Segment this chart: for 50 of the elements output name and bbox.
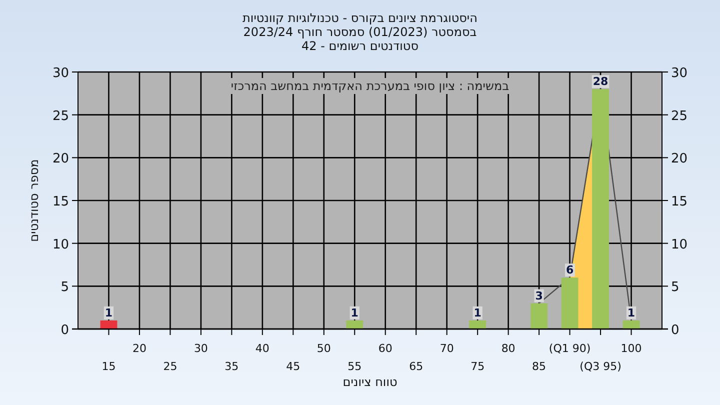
y2-tick-label: 10 xyxy=(671,237,688,252)
x-tick-label: 70 xyxy=(440,342,454,355)
bar xyxy=(530,303,548,329)
data-label: 1 xyxy=(627,306,636,320)
y-tick-label: 20 xyxy=(52,152,69,167)
y2-tick-label: 20 xyxy=(671,152,688,167)
x-tick-label: 35 xyxy=(224,360,239,373)
chart-title: היסטוגרמת ציונים בקורס - טכנולוגיות קוונטיות xyxy=(242,11,478,25)
x-tick-label: 85 xyxy=(532,360,546,373)
x-tick-label: 80 xyxy=(501,342,516,355)
y2-tick-label: 15 xyxy=(671,194,688,210)
x-tick-label: (Q3 95) xyxy=(580,360,622,373)
x-tick-label: 100 xyxy=(620,342,642,355)
y2-tick-label: 0 xyxy=(671,323,680,338)
data-label: 1 xyxy=(350,306,358,320)
x-tick-label: 30 xyxy=(194,342,208,355)
data-label: 1 xyxy=(104,306,113,320)
y2-tick-label: 25 xyxy=(671,108,688,124)
y2-tick-label: 30 xyxy=(671,66,688,81)
y-tick-label: 10 xyxy=(52,237,69,252)
bar xyxy=(346,320,364,329)
y-tick-label: 5 xyxy=(60,280,69,296)
x-tick-label: 55 xyxy=(348,360,362,373)
data-label: 6 xyxy=(566,264,574,277)
x-tick-label: (Q1 90) xyxy=(548,342,591,355)
y-axis-title: מספר סטודנטים xyxy=(27,159,41,242)
y-tick-label: 15 xyxy=(52,194,69,210)
x-tick-label: 20 xyxy=(132,342,146,355)
chart-subtitle: בסמסטר (01/2023) סמסטר חורף 2023/24 סטודנטים רשומים - 42 xyxy=(243,25,477,53)
x-tick-label: 15 xyxy=(102,360,116,373)
x-tick-label: 75 xyxy=(470,360,485,373)
x-axis-title: טווח ציונים xyxy=(342,375,398,389)
data-label: 28 xyxy=(592,75,608,88)
data-label: 3 xyxy=(535,289,543,302)
y-tick-label: 30 xyxy=(52,66,69,81)
x-tick-label: 45 xyxy=(286,360,300,373)
bar xyxy=(622,320,640,329)
y-tick-label: 0 xyxy=(60,323,69,338)
x-tick-label: 60 xyxy=(378,342,392,355)
x-tick-label: 50 xyxy=(316,342,331,355)
annotation: במשימה : ציון סופי במערכת האקדמית במחשב המרכזי xyxy=(230,79,510,93)
data-label: 1 xyxy=(474,306,482,320)
bar xyxy=(100,320,118,329)
bar xyxy=(561,278,578,329)
x-tick-label: 65 xyxy=(409,360,424,373)
bar xyxy=(469,320,486,329)
x-tick-label: 25 xyxy=(163,360,178,373)
y2-tick-label: 5 xyxy=(671,280,680,296)
x-tick-label: 40 xyxy=(255,342,270,355)
y-tick-label: 25 xyxy=(52,108,69,124)
